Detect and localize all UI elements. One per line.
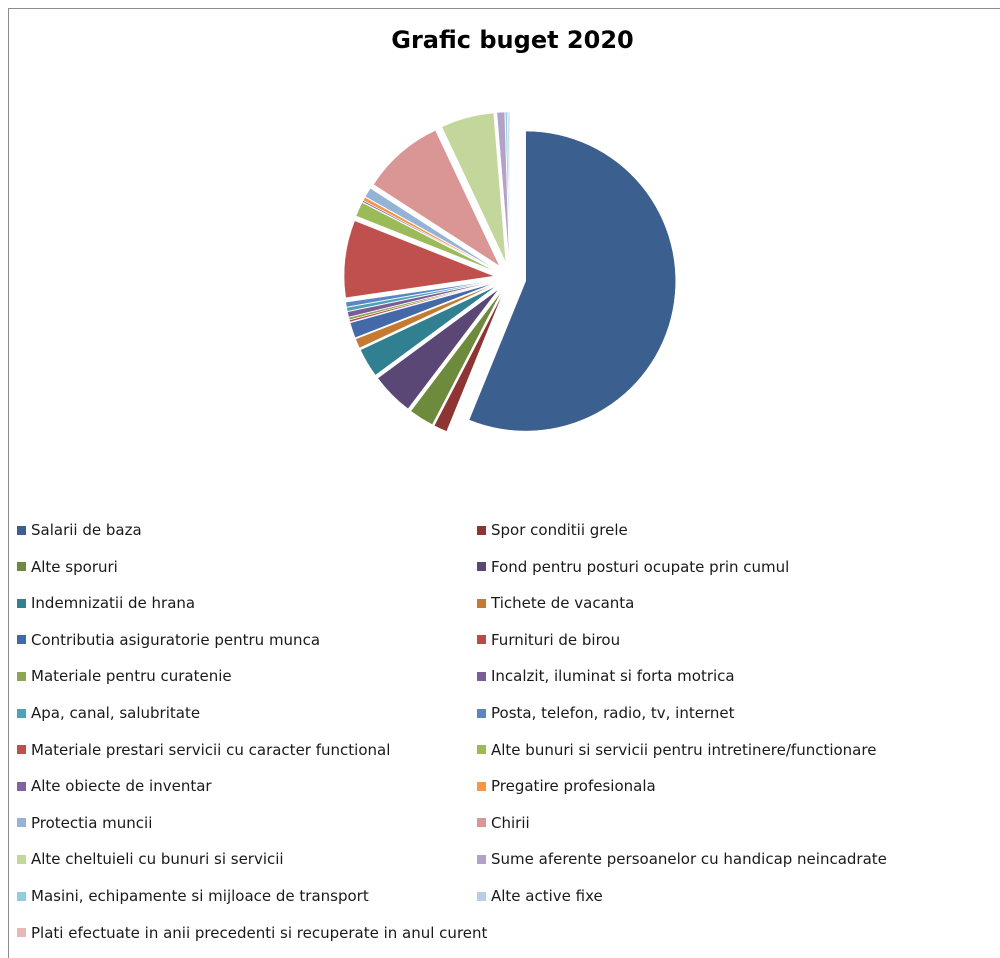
legend-swatch: [477, 562, 486, 572]
legend-swatch: [17, 854, 26, 864]
legend-label: Plati efectuate in anii precedenti si re…: [31, 923, 488, 942]
legend-label: Materiale pentru curatenie: [31, 667, 232, 686]
pie-slice-0: [468, 130, 676, 432]
pie-slice-8: [348, 281, 495, 321]
legend-swatch: [477, 671, 486, 681]
legend-label: Spor conditii grele: [491, 521, 628, 539]
pie-slice-16: [364, 187, 497, 270]
legend-item: Salarii de baza: [17, 520, 142, 540]
pie-slice-18: [441, 112, 507, 263]
legend-label: Sume aferente persoanelor cu handicap ne…: [491, 850, 887, 869]
legend-label: Posta, telefon, radio, tv, internet: [491, 704, 735, 722]
pie-slice-6: [349, 282, 495, 339]
pie-slice-2: [410, 291, 502, 426]
legend-label: Fond pentru posturi ocupate prin cumul: [491, 557, 790, 576]
legend-swatch: [477, 818, 486, 828]
legend-label: Salarii de baza: [31, 521, 142, 539]
legend-item: Apa, canal, salubritate: [17, 703, 200, 723]
pie-slice-17: [373, 129, 501, 267]
legend-label: Chirii: [491, 813, 530, 832]
pie-slice-5: [355, 284, 496, 349]
legend-swatch: [17, 525, 26, 535]
pie-slice-14: [362, 200, 496, 271]
legend-item: Materiale pentru curatenie: [17, 666, 232, 686]
pie-slice-9: [347, 281, 495, 318]
legend-item: Protectia muncii: [17, 813, 152, 833]
pie-slice-10: [346, 280, 495, 312]
legend-swatch: [17, 745, 26, 755]
legend-swatch: [477, 635, 486, 645]
legend-item: Incalzit, iluminat si forta motrica: [477, 666, 735, 686]
legend-label: Tichete de vacanta: [491, 594, 635, 613]
legend-label: Alte bunuri si servicii pentru intretine…: [491, 740, 877, 759]
legend-swatch: [17, 562, 26, 572]
legend-swatch: [17, 891, 26, 901]
legend-label: Incalzit, iluminat si forta motrica: [491, 667, 735, 686]
pie-chart: [343, 111, 676, 432]
legend-swatch: [17, 928, 26, 938]
legend-label: Alte active fixe: [491, 887, 603, 905]
legend-swatch: [477, 708, 486, 718]
legend-item: Sume aferente persoanelor cu handicap ne…: [477, 849, 887, 869]
pie-slice-1: [433, 292, 504, 432]
chart-area: [8, 8, 1000, 958]
legend-item: Posta, telefon, radio, tv, internet: [477, 703, 734, 723]
legend-item: Alte bunuri si servicii pentru intretine…: [477, 740, 876, 760]
legend-swatch: [17, 781, 26, 791]
legend-swatch: [17, 708, 26, 718]
legend-label: Indemnizatii de hrana: [31, 594, 196, 613]
pie-slice-4: [360, 285, 497, 376]
pie-slice-19: [496, 111, 510, 263]
legend-item: Spor conditii grele: [477, 520, 628, 540]
legend-swatch: [17, 671, 26, 681]
legend-item: Alte obiecte de inventar: [17, 776, 212, 796]
legend-label: Protectia muncii: [31, 813, 153, 832]
legend-label: Alte cheltuieli cu bunuri si servicii: [31, 850, 284, 869]
legend-swatch: [477, 525, 486, 535]
legend-swatch: [477, 745, 486, 755]
legend-label: Furnituri de birou: [491, 630, 621, 649]
legend-swatch: [17, 818, 26, 828]
pie-slice-3: [377, 289, 499, 410]
legend-item: Contributia asiguratorie pentru munca: [17, 630, 320, 650]
legend-label: Apa, canal, salubritate: [31, 704, 201, 722]
pie-slice-11: [345, 280, 495, 308]
legend-item: Indemnizatii de hrana: [17, 593, 195, 613]
legend-item: Alte cheltuieli cu bunuri si servicii: [17, 849, 284, 869]
legend-label: Materiale prestari servicii cu caracter …: [31, 740, 391, 759]
legend-label: Contributia asiguratorie pentru munca: [31, 630, 321, 649]
legend-item: Fond pentru posturi ocupate prin cumul: [477, 557, 789, 577]
legend-item: Materiale prestari servicii cu caracter …: [17, 740, 390, 760]
legend-swatch: [477, 781, 486, 791]
legend-swatch: [17, 598, 26, 608]
legend-item: Tichete de vacanta: [477, 593, 634, 613]
legend-label: Alte sporuri: [31, 557, 118, 576]
pie-slice-22: [508, 111, 511, 263]
legend-swatch: [477, 598, 486, 608]
legend-swatch: [477, 891, 486, 901]
pie-slice-15: [362, 196, 497, 271]
legend-item: Masini, echipamente si mijloace de trans…: [17, 886, 369, 906]
legend-item: Plati efectuate in anii precedenti si re…: [17, 923, 487, 943]
legend-label: Alte obiecte de inventar: [31, 777, 212, 796]
legend-label: Pregatire profesionala: [491, 777, 656, 796]
legend-item: Furnituri de birou: [477, 630, 620, 650]
legend-item: Alte active fixe: [477, 886, 603, 906]
legend-label: Masini, echipamente si mijloace de trans…: [31, 887, 369, 905]
legend-swatch: [477, 854, 486, 864]
legend-item: Chirii: [477, 813, 530, 833]
legend-item: Alte sporuri: [17, 557, 118, 577]
legend-swatch: [17, 635, 26, 645]
legend-item: Pregatire profesionala: [477, 776, 656, 796]
pie-slice-13: [355, 202, 496, 272]
chart-title: Grafic buget 2020: [391, 26, 634, 54]
pie-slice-12: [343, 220, 496, 299]
